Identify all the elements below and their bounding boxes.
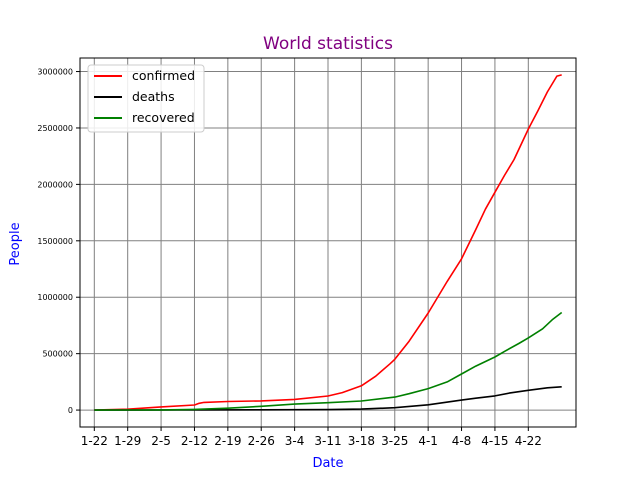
series-lines — [94, 74, 563, 411]
y-tick-label: 500000 — [42, 350, 73, 359]
y-tick-label: 1500000 — [37, 237, 73, 246]
x-tick-label: 3-18 — [348, 434, 375, 448]
series-line-recovered — [94, 311, 563, 411]
x-tick-label: 4-8 — [452, 434, 472, 448]
y-axis-label: People — [8, 222, 23, 265]
y-tick-label: 0 — [68, 406, 73, 415]
legend-label-confirmed: confirmed — [132, 68, 195, 83]
x-axis-label: Date — [312, 456, 343, 471]
x-tick-label: 4-22 — [515, 434, 542, 448]
x-tick-label: 1-29 — [114, 434, 141, 448]
y-tick-label: 2500000 — [37, 124, 73, 133]
legend-label-recovered: recovered — [132, 110, 195, 125]
x-tick-label: 3-4 — [285, 434, 305, 448]
x-tick-label: 4-15 — [481, 434, 508, 448]
x-tick-label: 2-19 — [214, 434, 241, 448]
x-axis: 1-22 1-29 2-5 2-12 2-19 2-26 3-4 3-11 3-18 3-25 4-… — [81, 427, 542, 448]
chart-title: World statistics — [263, 34, 393, 54]
y-axis: 0 500000 1000000 1500000 2000000 2500000 30000… — [37, 68, 80, 415]
x-tick-label: 4-1 — [418, 434, 438, 448]
y-tick-label: 2000000 — [37, 180, 73, 189]
y-tick-label: 1000000 — [37, 293, 73, 302]
y-tick-label: 3000000 — [37, 68, 73, 77]
legend: confirmed deaths recovered — [87, 64, 205, 133]
legend-box — [87, 64, 205, 133]
x-tick-label: 3-25 — [381, 434, 408, 448]
x-tick-label: 2-26 — [248, 434, 275, 448]
x-tick-label: 3-11 — [314, 434, 341, 448]
series-line-confirmed — [94, 74, 562, 411]
series-line-deaths — [94, 386, 562, 411]
grid — [80, 58, 576, 427]
x-tick-label: 2-12 — [181, 434, 208, 448]
legend-label-deaths: deaths — [132, 89, 175, 104]
x-tick-label: 1-22 — [81, 434, 108, 448]
x-tick-label: 2-5 — [151, 434, 171, 448]
